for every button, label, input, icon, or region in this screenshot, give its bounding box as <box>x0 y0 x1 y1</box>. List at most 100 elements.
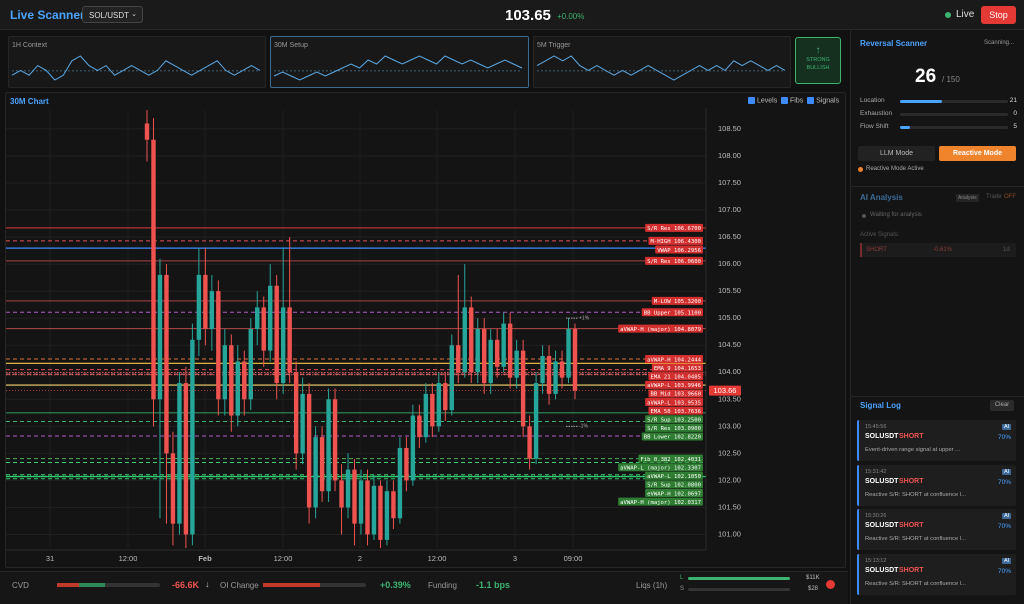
candle-body <box>326 399 331 492</box>
level-name: M-HIGH <box>650 239 670 245</box>
log-confidence: 70% <box>998 478 1012 486</box>
funding-label: Funding <box>428 581 457 590</box>
level-name: S/R Res <box>647 426 671 432</box>
alert-dot <box>826 580 835 589</box>
level-tag <box>648 389 703 398</box>
log-entry[interactable] <box>857 464 1016 506</box>
short-label: S <box>680 586 685 592</box>
candle-body <box>203 274 208 329</box>
level-value: 102.0697 <box>674 491 701 497</box>
level-name: BB Mid <box>650 391 670 397</box>
y-tick-label: 105.00 <box>718 313 741 322</box>
log-title: Signal Log <box>860 401 901 410</box>
candle-body <box>248 329 253 400</box>
candle-body <box>144 123 150 140</box>
candle-body <box>527 426 532 459</box>
level-label: EMA 50 103.7636 <box>650 408 701 414</box>
log-side: SHORT <box>899 477 924 485</box>
clear-button[interactable]: Clear <box>990 400 1014 411</box>
stop-button[interactable]: Stop <box>981 6 1016 24</box>
level-tag <box>645 398 703 407</box>
level-value: 103.7636 <box>674 408 701 414</box>
log-entry[interactable] <box>857 420 1016 461</box>
row-fill <box>900 100 942 103</box>
level-name: aVWAP-L <box>647 474 671 480</box>
candle-body <box>280 307 286 384</box>
analysis-badge: Analysis <box>956 194 979 202</box>
candle-body <box>345 469 351 508</box>
level-label: S/R Res 106.6700 <box>647 226 701 232</box>
row-value: 0 <box>1013 110 1017 117</box>
llm-mode-button[interactable]: LLM Mode <box>858 146 935 161</box>
candle-body <box>306 393 312 508</box>
level-tag <box>641 432 703 441</box>
log-time: 15:31:42 <box>865 468 887 475</box>
level-label: M-LOW 105.3200 <box>654 299 701 305</box>
candle-body <box>371 485 377 535</box>
annotation: +1% <box>579 316 590 322</box>
funding-value: -1.1 bps <box>476 580 511 590</box>
level-tag <box>645 223 703 232</box>
log-symbol: SOLUSDT <box>865 522 899 529</box>
level-name: S/R Sup <box>647 417 671 423</box>
log-entry[interactable] <box>857 553 1016 595</box>
y-tick-label: 105.50 <box>718 286 741 295</box>
level-label: aVWAP-L 103.9946 <box>647 383 701 389</box>
divider <box>850 186 1024 187</box>
oi-gauge <box>263 583 366 587</box>
candle-body <box>300 393 305 454</box>
price-change: +0.00% <box>557 12 585 21</box>
level-value: 103.2500 <box>674 417 701 423</box>
signal-text: STRONG BULLISH <box>806 57 830 71</box>
candle-body <box>358 480 364 524</box>
level-tag <box>655 245 703 254</box>
row-value: 5 <box>1013 123 1017 130</box>
level-tag <box>648 236 703 245</box>
level-label: BB Mid 103.9660 <box>650 391 701 397</box>
checkbox[interactable] <box>807 97 815 104</box>
level-value: 102.0800 <box>674 482 701 488</box>
checkbox[interactable] <box>781 97 789 104</box>
candle-body <box>384 491 390 540</box>
level-name: S/R Sup <box>647 482 671 488</box>
gauge-green <box>79 583 105 587</box>
candle-body <box>469 307 474 373</box>
reactive-mode-button[interactable]: Reactive Mode <box>939 146 1016 161</box>
y-tick-label: 108.00 <box>718 151 741 160</box>
price-tag-bg <box>709 385 741 396</box>
arrow-icon: ↑ <box>815 45 821 56</box>
log-symbol: SOLUSDT <box>865 433 899 440</box>
level-name: BB Upper <box>644 310 672 316</box>
candle-body <box>352 469 357 524</box>
waiting-text: Waiting for analysis <box>870 212 922 218</box>
level-name: Fib 0.382 <box>640 456 670 462</box>
candle-body <box>449 345 454 411</box>
level-value: 104.1653 <box>674 365 701 371</box>
checkbox[interactable] <box>748 97 755 104</box>
x-tick-label: 12:00 <box>119 554 138 563</box>
toggles: Levels Fibs Signals <box>748 97 839 104</box>
candle-body <box>332 399 338 481</box>
candle-body <box>410 415 416 481</box>
level-label: S/R Res 103.0900 <box>647 426 701 432</box>
level-label: S/R Sup 102.0800 <box>647 482 701 488</box>
level-label: eVWAP-H 102.0697 <box>647 491 701 497</box>
mode-status: Reactive Mode Active <box>866 166 924 172</box>
header <box>0 0 1024 30</box>
price: 103.65 <box>505 7 551 24</box>
liqs-label: Liqs (1h) <box>636 581 668 590</box>
active-signal <box>860 243 1016 257</box>
level-label: aVWAP-H 104.2444 <box>647 357 702 363</box>
log-entry[interactable] <box>857 509 1016 550</box>
toggle-label: Levels <box>756 97 778 105</box>
y-tick-label: 101.00 <box>718 529 741 538</box>
mode-dot <box>858 167 863 172</box>
level-tag <box>618 463 703 472</box>
level-tag <box>651 363 703 372</box>
symbol-select[interactable]: SOL/USDT ⌄ <box>82 6 143 23</box>
candle-body <box>462 307 467 373</box>
log-time: 15:45:56 <box>865 424 887 430</box>
level-value: 106.4300 <box>674 239 701 245</box>
log-confidence: 70% <box>998 434 1012 441</box>
level-value: 102.1050 <box>674 474 701 480</box>
